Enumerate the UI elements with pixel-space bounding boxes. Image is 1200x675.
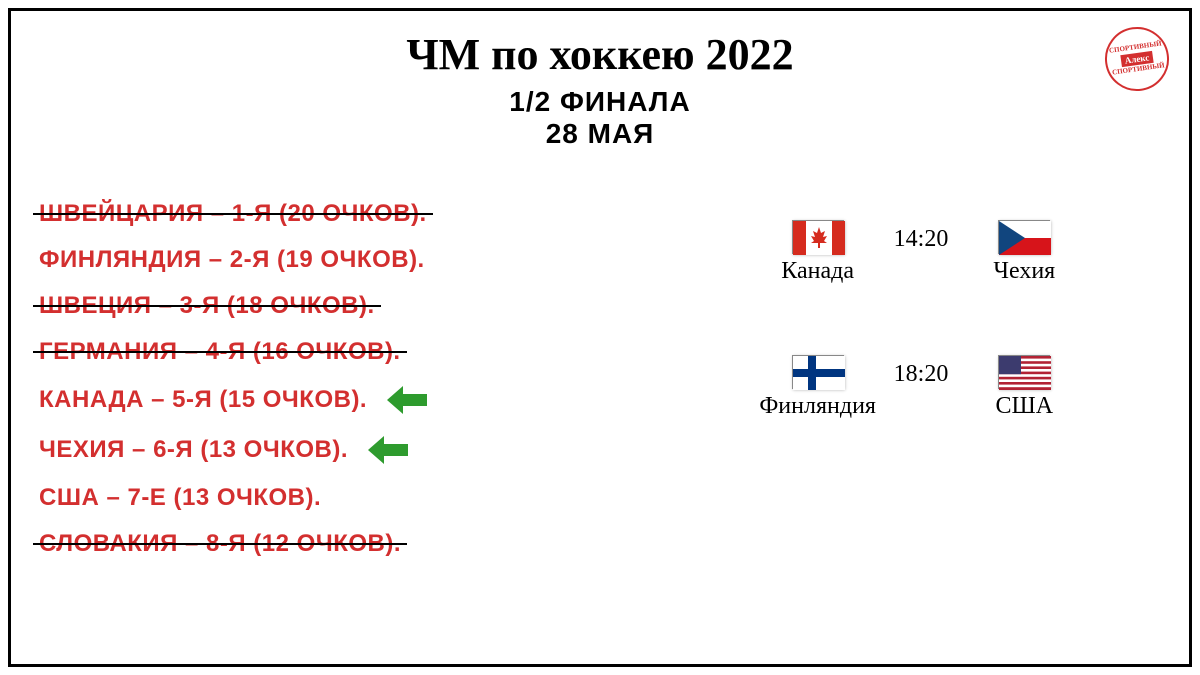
flag-usa [998,355,1050,389]
team-name: Чехия [993,258,1055,285]
standing-row: КАНАДА – 5-Я (15 ОЧКОВ). [39,384,681,416]
standings-list: ШВЕЙЦАРИЯ – 1-Я (20 ОЧКОВ). ФИНЛЯНДИЯ – … [39,200,681,576]
standing-row: СЛОВАКИЯ – 8-Я (12 ОЧКОВ). [39,530,681,558]
standing-row: ШВЕЦИЯ – 3-Я (18 ОЧКОВ). [39,292,681,320]
header: ЧМ по хоккею 2022 1/2 ФИНАЛА 28 МАЯ [11,11,1189,150]
arrow-left-icon [368,434,408,466]
standing-text: ШВЕЙЦАРИЯ – 1-Я (20 ОЧКОВ). [39,200,427,228]
flag-canada [792,220,844,254]
standing-text: США – 7-Е (13 ОЧКОВ). [39,484,321,512]
standing-text: КАНАДА – 5-Я (15 ОЧКОВ). [39,386,367,414]
standing-text: СЛОВАКИЯ – 8-Я (12 ОЧКОВ). [39,530,401,558]
standing-row: ГЕРМАНИЯ – 4-Я (16 ОЧКОВ). [39,338,681,366]
match-team-2: Чехия [954,220,1094,285]
match-team-1: Канада [748,220,888,285]
standing-row: США – 7-Е (13 ОЧКОВ). [39,484,681,512]
standing-row: ФИНЛЯНДИЯ – 2-Я (19 ОЧКОВ). [39,246,681,274]
content: ШВЕЙЦАРИЯ – 1-Я (20 ОЧКОВ). ФИНЛЯНДИЯ – … [11,200,1189,576]
stamp-bottom: СПОРТИВНЫЙ [1112,62,1165,77]
match-row: Канада 14:20 Чехия [681,220,1161,285]
arrow-left-icon [387,384,427,416]
match-time: 18:20 [894,355,949,388]
matches-list: Канада 14:20 Чехия [681,200,1161,576]
team-name: Канада [781,258,854,285]
match-row: Финляндия 18:20 [681,355,1161,420]
team-name: Финляндия [759,393,876,420]
flag-czech [998,220,1050,254]
page-title: ЧМ по хоккею 2022 [11,29,1189,80]
standing-row: ШВЕЙЦАРИЯ – 1-Я (20 ОЧКОВ). [39,200,681,228]
standing-row: ЧЕХИЯ – 6-Я (13 ОЧКОВ). [39,434,681,466]
match-time: 14:20 [894,220,949,253]
standing-text: ФИНЛЯНДИЯ – 2-Я (19 ОЧКОВ). [39,246,425,274]
standing-text: ЧЕХИЯ – 6-Я (13 ОЧКОВ). [39,436,348,464]
standing-text: ГЕРМАНИЯ – 4-Я (16 ОЧКОВ). [39,338,401,366]
match-team-2: США [954,355,1094,420]
page-subtitle: 1/2 ФИНАЛА [11,86,1189,118]
page-date: 28 МАЯ [11,118,1189,150]
team-name: США [996,393,1054,420]
match-team-1: Финляндия [748,355,888,420]
standing-text: ШВЕЦИЯ – 3-Я (18 ОЧКОВ). [39,292,375,320]
flag-finland [792,355,844,389]
main-frame: СПОРТИВНЫЙ Алекс СПОРТИВНЫЙ ЧМ по хоккею… [8,8,1192,667]
